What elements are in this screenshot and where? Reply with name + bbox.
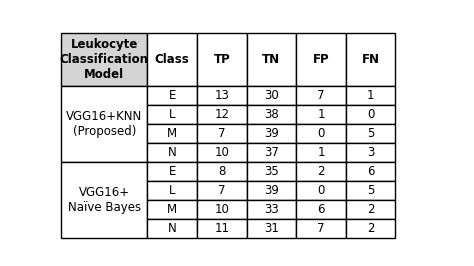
Bar bbox=[246, 181, 296, 200]
Text: 39: 39 bbox=[264, 184, 279, 197]
Text: 12: 12 bbox=[214, 108, 229, 121]
Text: 0: 0 bbox=[367, 108, 374, 121]
Text: 37: 37 bbox=[264, 146, 279, 159]
Bar bbox=[346, 124, 395, 143]
Text: 30: 30 bbox=[264, 89, 279, 102]
Bar bbox=[197, 200, 246, 219]
Bar bbox=[346, 143, 395, 162]
Bar bbox=[61, 162, 147, 238]
Bar bbox=[296, 86, 346, 105]
Bar bbox=[197, 33, 246, 86]
Bar bbox=[246, 162, 296, 181]
Text: 10: 10 bbox=[214, 203, 229, 216]
Text: 7: 7 bbox=[218, 127, 226, 140]
Text: 38: 38 bbox=[264, 108, 279, 121]
Text: VGG16+
Naïve Bayes: VGG16+ Naïve Bayes bbox=[68, 186, 141, 214]
Bar bbox=[197, 181, 246, 200]
Text: 6: 6 bbox=[367, 165, 374, 178]
Bar bbox=[147, 33, 197, 86]
Bar bbox=[296, 143, 346, 162]
Text: E: E bbox=[169, 89, 176, 102]
Text: 7: 7 bbox=[317, 89, 325, 102]
Text: L: L bbox=[169, 108, 175, 121]
Text: M: M bbox=[167, 127, 177, 140]
Bar bbox=[296, 181, 346, 200]
Text: 2: 2 bbox=[367, 222, 374, 235]
Text: 6: 6 bbox=[317, 203, 325, 216]
Text: L: L bbox=[169, 184, 175, 197]
Bar bbox=[246, 219, 296, 238]
Text: 39: 39 bbox=[264, 127, 279, 140]
Text: M: M bbox=[167, 203, 177, 216]
Text: 1: 1 bbox=[317, 146, 325, 159]
Bar bbox=[346, 181, 395, 200]
Text: 11: 11 bbox=[214, 222, 229, 235]
Text: Leukocyte
Classification
Model: Leukocyte Classification Model bbox=[60, 38, 149, 81]
Text: 7: 7 bbox=[218, 184, 226, 197]
Text: 1: 1 bbox=[317, 108, 325, 121]
Bar bbox=[296, 33, 346, 86]
Bar bbox=[346, 33, 395, 86]
Bar bbox=[296, 200, 346, 219]
Text: 1: 1 bbox=[367, 89, 374, 102]
Bar bbox=[246, 124, 296, 143]
Text: 2: 2 bbox=[367, 203, 374, 216]
Bar bbox=[197, 219, 246, 238]
Bar bbox=[147, 162, 197, 181]
Text: 2: 2 bbox=[317, 165, 325, 178]
Text: 35: 35 bbox=[264, 165, 279, 178]
Bar bbox=[296, 124, 346, 143]
Text: 33: 33 bbox=[264, 203, 279, 216]
Bar bbox=[147, 105, 197, 124]
Bar bbox=[61, 33, 147, 86]
Bar bbox=[246, 200, 296, 219]
Bar bbox=[346, 86, 395, 105]
Bar bbox=[147, 200, 197, 219]
Text: TP: TP bbox=[213, 53, 230, 66]
Bar bbox=[147, 124, 197, 143]
Bar bbox=[346, 105, 395, 124]
Text: 0: 0 bbox=[317, 127, 325, 140]
Text: 7: 7 bbox=[317, 222, 325, 235]
Text: TN: TN bbox=[262, 53, 281, 66]
Text: 5: 5 bbox=[367, 127, 374, 140]
Text: 5: 5 bbox=[367, 184, 374, 197]
Bar bbox=[147, 219, 197, 238]
Text: VGG16+KNN
(Proposed): VGG16+KNN (Proposed) bbox=[66, 110, 142, 138]
Bar bbox=[197, 143, 246, 162]
Bar bbox=[147, 181, 197, 200]
Bar bbox=[346, 162, 395, 181]
Bar bbox=[246, 86, 296, 105]
Bar bbox=[346, 219, 395, 238]
Text: N: N bbox=[168, 146, 177, 159]
Bar bbox=[346, 200, 395, 219]
Bar bbox=[296, 105, 346, 124]
Bar bbox=[246, 143, 296, 162]
Bar bbox=[147, 143, 197, 162]
Bar bbox=[246, 105, 296, 124]
Bar bbox=[197, 124, 246, 143]
Bar bbox=[197, 86, 246, 105]
Text: FN: FN bbox=[362, 53, 380, 66]
Text: FP: FP bbox=[313, 53, 329, 66]
Text: 31: 31 bbox=[264, 222, 279, 235]
Text: 10: 10 bbox=[214, 146, 229, 159]
Bar bbox=[296, 162, 346, 181]
Bar bbox=[147, 86, 197, 105]
Bar bbox=[296, 219, 346, 238]
Bar bbox=[246, 33, 296, 86]
Text: 8: 8 bbox=[218, 165, 226, 178]
Bar bbox=[61, 86, 147, 162]
Text: N: N bbox=[168, 222, 177, 235]
Bar bbox=[197, 162, 246, 181]
Text: 3: 3 bbox=[367, 146, 374, 159]
Text: 13: 13 bbox=[214, 89, 229, 102]
Text: E: E bbox=[169, 165, 176, 178]
Bar bbox=[197, 105, 246, 124]
Text: Class: Class bbox=[155, 53, 190, 66]
Text: 0: 0 bbox=[317, 184, 325, 197]
